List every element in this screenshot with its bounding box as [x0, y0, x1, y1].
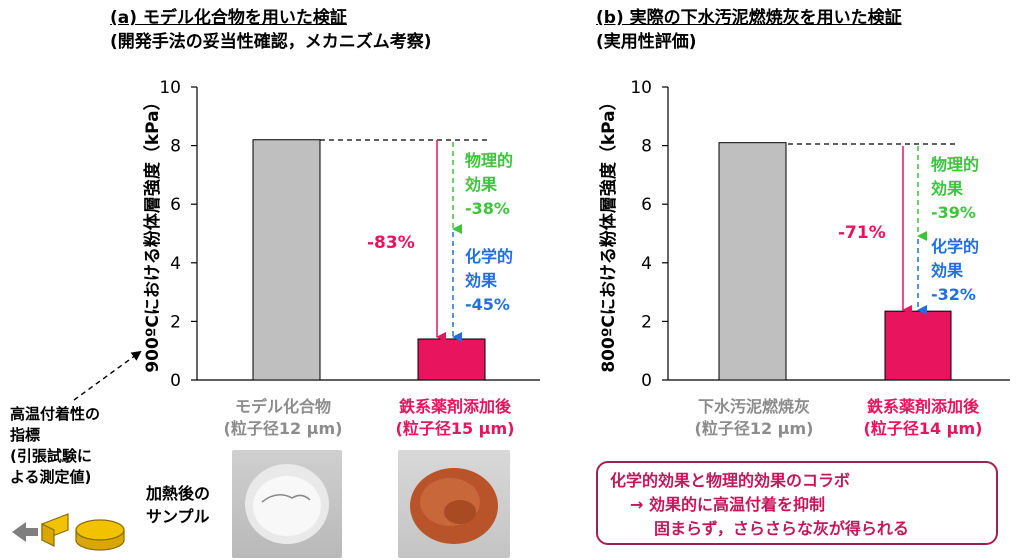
panel-b-tick-label: 10 [630, 78, 652, 98]
panel-a-subtitle: (開発手法の妥当性確認，メカニズム考察) [110, 32, 432, 52]
indicator-pointer-arrow [73, 350, 142, 401]
panel-a-physical-l3: -38% [465, 199, 510, 218]
panel-a-tick-label: 10 [159, 78, 181, 98]
panel-a-tick-label: 6 [170, 195, 181, 215]
panel-b-total-label: -71% [838, 223, 886, 243]
panel-b-tick-label: 4 [641, 254, 652, 274]
panel-b-tick-label: 6 [641, 195, 652, 215]
panel-b-ticks: 0 2 4 6 8 10 [630, 78, 668, 391]
panel-a-cat1: 鉄系薬剤添加後 (粒子径15 μm) [370, 396, 540, 440]
panel-a-cat1-line2: (粒子径15 μm) [395, 419, 515, 438]
panel-b-cat1: 鉄系薬剤添加後 (粒子径14 μm) [838, 396, 1008, 440]
panel-b-tick-label: 2 [641, 312, 652, 332]
panel-a-chemical-l2: 効果 [465, 271, 497, 290]
summary-box: 化学的効果と物理的効果のコラボ → 効果的に高温付着を抑制 固まらず，さらさらな… [596, 461, 998, 545]
indicator-note-l3: (引張試験に [10, 447, 92, 465]
panel-a-tick-label: 2 [170, 312, 181, 332]
photo-iron-additive-art [410, 468, 498, 544]
indicator-pointer-svg [73, 350, 142, 401]
indicator-note-l2: 指標 [10, 426, 41, 444]
indicator-note: 高温付着性の 指標 (引張試験に よる測定値) [10, 404, 100, 488]
photo-iron-additive [398, 450, 510, 558]
panel-b-tick-label: 8 [641, 137, 652, 157]
heated-sample-l2: サンプル [146, 507, 210, 526]
panel-a-total-label: -83% [367, 233, 415, 253]
indicator-note-l4: よる測定値) [10, 468, 92, 486]
panel-b-chemical-l2: 効果 [931, 261, 963, 280]
panel-b-physical-l1: 物理的 [931, 155, 979, 174]
panel-a-cat0-line2: (粒子径12 μm) [223, 419, 343, 438]
panel-a-chemical-l1: 化学的 [465, 247, 513, 266]
panel-b-title: (b) 実際の下水汚泥燃焼灰を用いた検証 [596, 8, 902, 28]
photo-model-compound [232, 450, 342, 558]
panel-b-ylabel: 800ºCにおける粉体層強度（kPa） [598, 93, 619, 372]
panel-a-ylabel: 900ºCにおける粉体層強度（kPa） [142, 93, 163, 372]
photo-model-compound-art [245, 464, 329, 544]
panel-a-tick-label: 0 [170, 371, 181, 391]
panel-a-cat0: モデル化合物 (粒子径12 μm) [208, 396, 358, 440]
panel-b-physical-l3: -39% [931, 203, 976, 222]
panel-a-chemical-l3: -45% [465, 295, 510, 314]
panel-b-chemical-l3: -32% [931, 285, 976, 304]
indicator-note-l1: 高温付着性の [10, 405, 101, 423]
summary-line-2: → 効果的に高温付着を抑制 [630, 495, 825, 514]
panel-b-cat0-line2: (粒子径12 μm) [694, 419, 814, 438]
panel-b-physical-l2: 効果 [931, 179, 963, 198]
panel-b-cat1-line2: (粒子径14 μm) [863, 419, 983, 438]
panel-b-chemical-l1: 化学的 [931, 237, 979, 256]
panel-b-tick-label: 0 [641, 371, 652, 391]
bar-model-compound [252, 139, 321, 381]
summary-line-1: 化学的効果と物理的効果のコラボ [610, 471, 851, 490]
panel-a-tick-label: 8 [170, 137, 181, 157]
panel-a-tick-label: 4 [170, 254, 181, 274]
bar-iron-additive-a [417, 338, 486, 381]
bar-sewage-ash [718, 142, 787, 381]
panel-a-physical-l2: 効果 [465, 175, 497, 194]
panel-a-title: (a) モデル化合物を用いた検証 [110, 8, 347, 28]
panel-b-subtitle: (実用性評価) [596, 32, 697, 52]
panel-a-cat1-line1: 鉄系薬剤添加後 [398, 397, 511, 416]
tensile-test-icon [12, 513, 125, 551]
panel-a-physical-l1: 物理的 [465, 151, 513, 170]
heated-sample-label: 加熱後の サンプル [146, 482, 210, 528]
panel-a-cat0-line1: モデル化合物 [234, 397, 331, 416]
panel-a-ticks: 0 2 4 6 8 10 [159, 78, 197, 391]
panel-b-cat0-line1: 下水汚泥燃焼灰 [697, 397, 810, 416]
panel-b-cat1-line1: 鉄系薬剤添加後 [866, 397, 979, 416]
panel-b-cat0: 下水汚泥燃焼灰 (粒子径12 μm) [672, 396, 836, 440]
bar-iron-additive-b [884, 310, 952, 381]
summary-line-3: 固まらず，さらさらな灰が得られる [654, 519, 909, 538]
heated-sample-l1: 加熱後の [146, 484, 211, 503]
